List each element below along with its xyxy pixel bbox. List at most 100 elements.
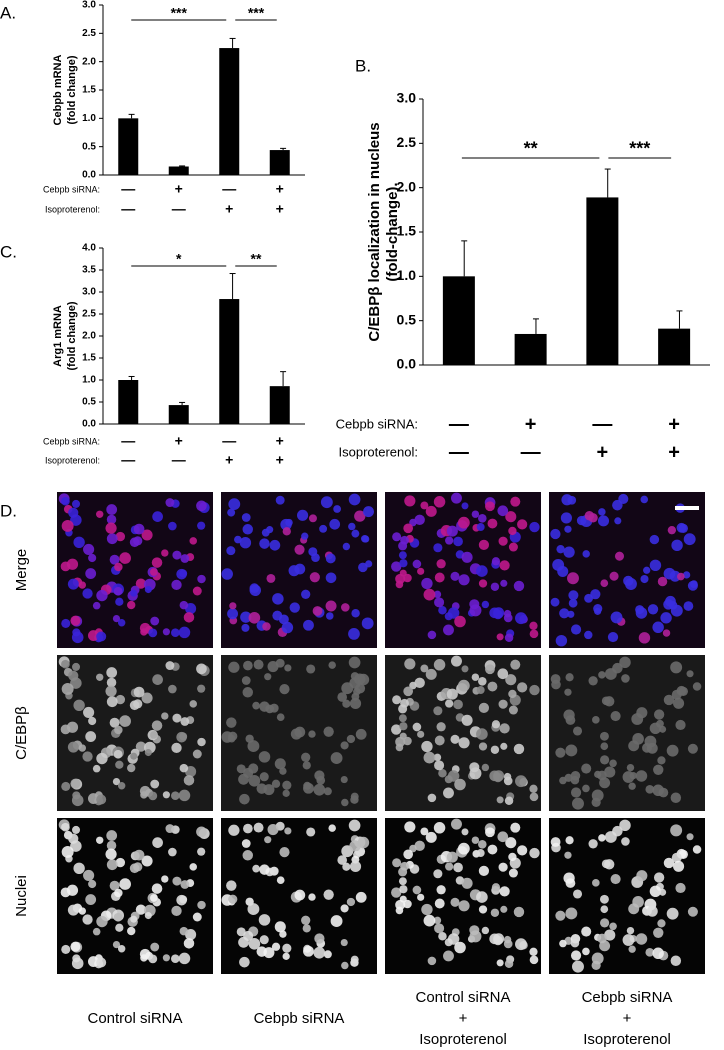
cell-nucleus (427, 630, 437, 640)
cell-nucleus (266, 573, 276, 583)
condition-label: Cebpb siRNA: (43, 436, 100, 446)
cell-nucleus (239, 536, 252, 549)
cell-nucleus (434, 898, 445, 909)
cell-nucleus (550, 597, 560, 607)
cell-nucleus (458, 737, 470, 749)
cell-nucleus (444, 775, 453, 784)
condition-sign: + (276, 201, 284, 217)
cell-nucleus (403, 523, 414, 534)
cell-nucleus (670, 792, 682, 803)
cell-nucleus (682, 571, 691, 579)
cell-nucleus (226, 880, 237, 891)
cell-nucleus (285, 518, 293, 527)
cell-nucleus (414, 677, 425, 689)
cell-nucleus (117, 782, 126, 790)
cell-nucleus (106, 677, 117, 688)
condition-sign: + (668, 413, 680, 435)
cell-nucleus (342, 699, 351, 708)
bar (586, 197, 619, 365)
cell-nucleus (274, 758, 286, 770)
cell-nucleus (248, 611, 261, 624)
cell-nucleus (247, 903, 260, 915)
cell-nucleus (433, 916, 442, 925)
cell-nucleus (515, 612, 527, 625)
cell-nucleus (119, 552, 131, 564)
condition-label: Cebpb siRNA: (336, 416, 418, 431)
cell-nucleus (491, 720, 501, 729)
cell-nucleus (350, 955, 359, 964)
column-label: Isoproterenol (583, 1031, 671, 1048)
cell-nucleus (192, 586, 202, 596)
cell-nucleus (621, 674, 630, 683)
cell-nucleus (457, 679, 470, 692)
cell-nucleus (421, 903, 433, 916)
cell-nucleus (671, 689, 682, 700)
cell-nucleus (478, 539, 490, 551)
cell-nucleus (282, 943, 292, 953)
cell-nucleus (570, 624, 582, 635)
cell-nucleus (341, 603, 350, 612)
cell-nucleus (597, 933, 607, 944)
cell-nucleus (139, 622, 151, 634)
condition-sign: — (222, 433, 236, 449)
cell-nucleus (404, 821, 416, 833)
cell-nucleus (253, 659, 264, 670)
cell-nucleus (564, 525, 572, 533)
cell-nucleus (391, 724, 402, 735)
cell-nucleus (319, 524, 328, 533)
cell-nucleus (179, 763, 189, 773)
cell-nucleus (87, 630, 99, 641)
y-tick-label: 3.0 (397, 90, 417, 106)
cell-nucleus (485, 501, 495, 512)
cell-nucleus (450, 571, 460, 581)
cell-nucleus (476, 891, 488, 903)
cell-nucleus (314, 933, 325, 944)
cell-nucleus (508, 689, 517, 699)
cell-nucleus (309, 514, 317, 523)
cell-nucleus (421, 740, 433, 753)
cell-nucleus (517, 682, 528, 693)
cell-nucleus (498, 699, 508, 709)
cell-nucleus (150, 894, 158, 902)
cell-nucleus (600, 905, 609, 914)
cell-nucleus (323, 889, 334, 900)
cell-nucleus (133, 523, 145, 535)
cell-nucleus (489, 607, 500, 619)
cell-nucleus (115, 923, 124, 932)
cell-nucleus (197, 574, 206, 584)
cell-nucleus (610, 873, 621, 885)
cell-nucleus (640, 574, 649, 584)
y-tick-label: 1.0 (397, 267, 417, 283)
condition-label: Isoproterenol: (339, 444, 419, 459)
cell-nucleus (573, 889, 583, 899)
cell-nucleus (165, 824, 175, 833)
cell-nucleus (96, 794, 107, 805)
y-tick-label: 3.5 (82, 265, 96, 276)
cell-nucleus (348, 628, 360, 640)
cell-nucleus (584, 593, 593, 603)
cell-nucleus (563, 546, 575, 558)
cell-nucleus (481, 926, 490, 935)
cell-nucleus (272, 593, 284, 605)
cell-nucleus (259, 864, 270, 875)
cell-nucleus (83, 869, 95, 881)
cell-nucleus (236, 927, 246, 937)
cell-nucleus (106, 696, 118, 708)
cell-nucleus (240, 611, 252, 623)
cell-nucleus (71, 499, 81, 508)
cell-nucleus (609, 571, 619, 581)
cell-nucleus (594, 607, 602, 615)
cell-nucleus (529, 955, 539, 965)
cell-nucleus (609, 759, 617, 768)
cell-nucleus (592, 879, 600, 887)
cell-nucleus (489, 770, 500, 782)
cell-nucleus (284, 827, 292, 835)
cell-nucleus (60, 561, 71, 572)
cell-nucleus (148, 954, 158, 964)
cell-nucleus (106, 667, 118, 678)
cell-nucleus (498, 862, 508, 872)
cell-nucleus (229, 602, 237, 610)
cell-nucleus (453, 536, 463, 547)
cell-nucleus (510, 496, 521, 507)
